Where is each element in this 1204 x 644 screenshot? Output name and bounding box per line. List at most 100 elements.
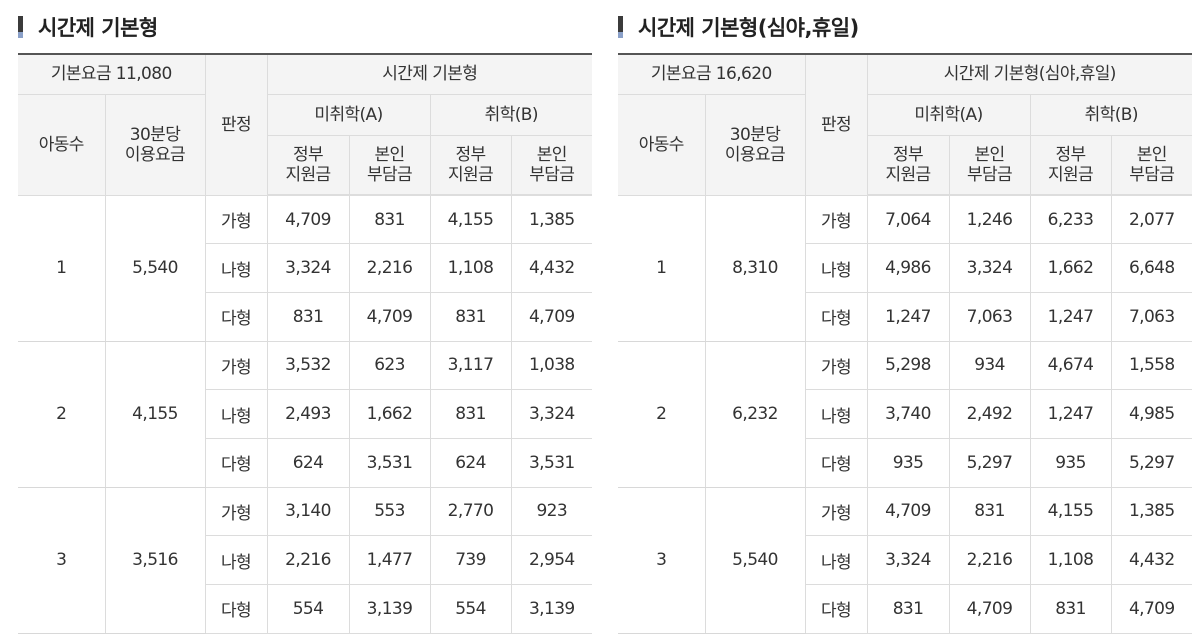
b-self-cell: 5,297 [1111,438,1193,488]
judge-type: 가형 [205,341,268,391]
b-gov-cell: 624 [430,438,512,488]
b-self-cell: 4,709 [511,292,593,342]
fee-per-30min-header: 30분당 이용요금 [705,94,806,196]
fee-panel-basic: 시간제 기본형 기본요금 11,080 판정 시간제 기본형 아동수 30분당 이… [18,0,593,634]
a-gov-cell: 4,986 [867,243,950,293]
judge-type: 나형 [805,535,868,585]
table-row: 다형 831 4,709 831 4,709 [618,584,1193,634]
fee-per-30min: 6,232 [705,341,806,488]
fee-panel-night-holiday: 시간제 기본형(심야,휴일) 기본요금 16,620 판정 시간제 기본형(심야… [618,0,1193,634]
preschool-header: 미취학(A) [267,94,431,136]
a-self-cell: 3,139 [349,584,431,634]
a-gov-cell: 2,216 [267,535,350,585]
a-gov-cell: 3,532 [267,341,350,391]
children-count-header: 아동수 [18,94,106,196]
judge-type: 다형 [805,292,868,342]
b-self-cell: 4,432 [511,243,593,293]
children-count: 1 [618,195,706,342]
judge-type: 가형 [805,487,868,537]
table-row: 다형 624 3,531 624 3,531 [18,438,593,488]
a-self-cell: 623 [349,341,431,391]
a-gov-cell: 3,324 [867,535,950,585]
b-self-cell: 4,985 [1111,389,1193,439]
a-self-cell: 831 [949,487,1031,537]
b-gov-cell: 6,233 [1030,195,1112,245]
a-gov-cell: 2,493 [267,389,350,439]
a-self-cell: 3,531 [349,438,431,488]
a-gov-cell: 935 [867,438,950,488]
b-gov-cell: 3,117 [430,341,512,391]
children-count: 2 [18,341,106,488]
a-self-cell: 2,492 [949,389,1031,439]
self-pay-header: 본인 부담금 [949,135,1031,196]
a-self-cell: 1,246 [949,195,1031,245]
children-count: 3 [618,487,706,634]
fee-per-30min-header: 30분당 이용요금 [105,94,206,196]
fee-per-30min: 8,310 [705,195,806,342]
b-self-cell: 2,954 [511,535,593,585]
a-self-cell: 7,063 [949,292,1031,342]
a-gov-cell: 554 [267,584,350,634]
judge-type: 다형 [805,584,868,634]
a-gov-cell: 5,298 [867,341,950,391]
table-row: 다형 935 5,297 935 5,297 [618,438,1193,488]
a-gov-cell: 4,709 [867,487,950,537]
section-title: 시간제 기본형(심야,휴일) [618,0,1192,53]
table-row: 1 5,540 가형 4,709 831 4,155 1,385 [18,195,593,342]
self-pay-header: 본인 부담금 [511,135,593,196]
b-gov-cell: 4,155 [430,195,512,245]
b-gov-cell: 554 [430,584,512,634]
b-self-cell: 1,385 [511,195,593,245]
b-gov-cell: 1,662 [1030,243,1112,293]
fee-per-30min: 3,516 [105,487,206,634]
children-count-header: 아동수 [618,94,706,196]
a-self-cell: 4,709 [949,584,1031,634]
judge-type: 나형 [205,243,268,293]
a-gov-cell: 1,247 [867,292,950,342]
a-self-cell: 4,709 [349,292,431,342]
table-row: 2 6,232 가형 5,298 934 4,674 1,558 [618,341,1193,488]
gov-support-header: 정부 지원금 [267,135,350,196]
b-self-cell: 7,063 [1111,292,1193,342]
b-self-cell: 4,432 [1111,535,1193,585]
gov-support-header: 정부 지원금 [867,135,950,196]
table-row: 다형 554 3,139 554 3,139 [18,584,593,634]
b-gov-cell: 1,247 [1030,292,1112,342]
judge-type: 나형 [805,243,868,293]
a-gov-cell: 831 [267,292,350,342]
group-header: 시간제 기본형(심야,휴일) [867,54,1193,95]
a-gov-cell: 3,324 [267,243,350,293]
b-self-cell: 1,038 [511,341,593,391]
table-row: 나형 2,216 1,477 739 2,954 [18,535,593,585]
judge-type: 다형 [205,438,268,488]
judge-type: 가형 [205,487,268,537]
a-gov-cell: 7,064 [867,195,950,245]
table-row: 3 3,516 가형 3,140 553 2,770 923 [18,487,593,634]
table-row: 나형 2,493 1,662 831 3,324 [18,389,593,439]
gov-support-header: 정부 지원금 [1030,135,1112,196]
b-gov-cell: 935 [1030,438,1112,488]
b-gov-cell: 1,108 [430,243,512,293]
judge-type: 다형 [205,584,268,634]
section-title-text: 시간제 기본형 [38,15,158,40]
b-gov-cell: 739 [430,535,512,585]
base-fee-header: 기본요금 16,620 [618,54,806,95]
self-pay-header: 본인 부담금 [1111,135,1193,196]
children-count: 2 [618,341,706,488]
school-age-header: 취학(B) [1030,94,1193,136]
a-gov-cell: 4,709 [267,195,350,245]
judge-type: 다형 [205,292,268,342]
b-gov-cell: 1,108 [1030,535,1112,585]
b-gov-cell: 831 [430,389,512,439]
a-self-cell: 1,477 [349,535,431,585]
a-self-cell: 1,662 [349,389,431,439]
a-gov-cell: 831 [867,584,950,634]
title-marker-icon [618,16,623,38]
b-self-cell: 2,077 [1111,195,1193,245]
judge-type: 다형 [805,438,868,488]
b-gov-cell: 2,770 [430,487,512,537]
fee-per-30min: 4,155 [105,341,206,488]
self-pay-header: 본인 부담금 [349,135,431,196]
table-row: 2 4,155 가형 3,532 623 3,117 1,038 [18,341,593,488]
b-self-cell: 923 [511,487,593,537]
